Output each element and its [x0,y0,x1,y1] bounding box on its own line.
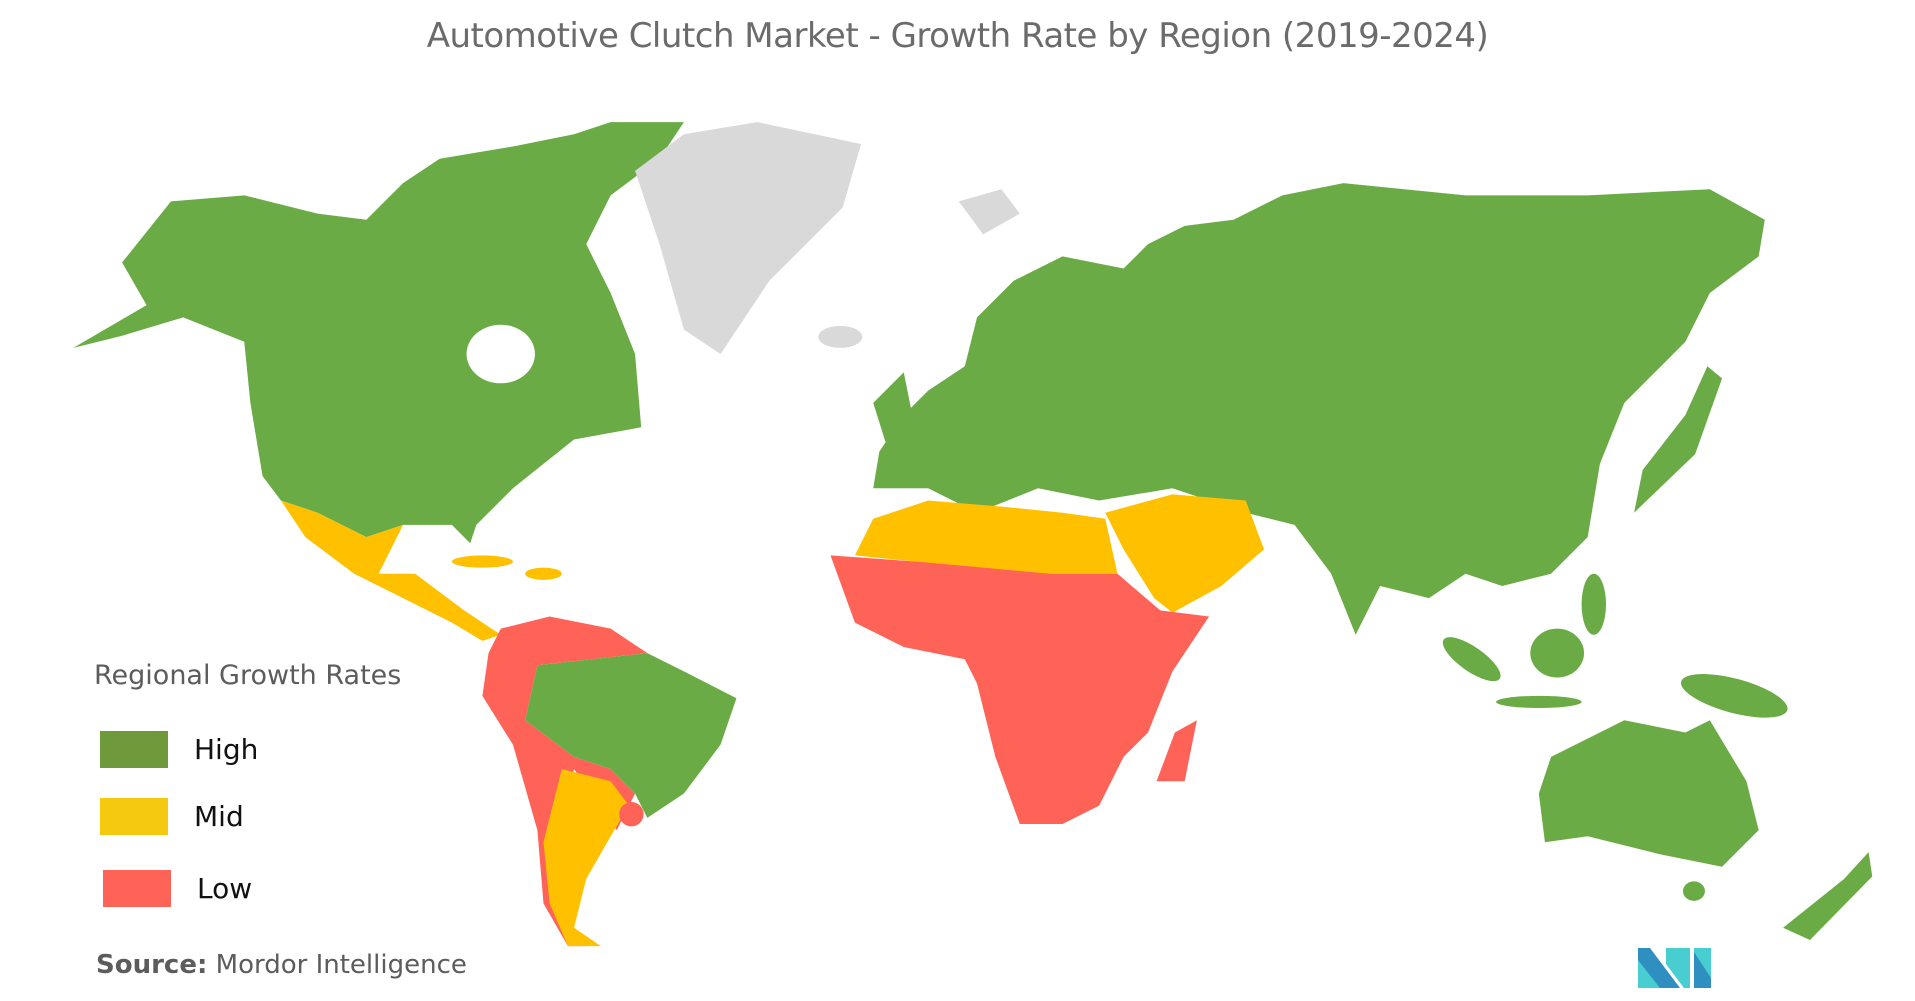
legend-swatch-low [103,870,171,907]
region-sumatra [1442,637,1501,682]
region-argentina [543,769,629,947]
region-brazil [525,653,737,818]
region-borneo [1530,628,1585,678]
region-new-guinea [1680,674,1788,718]
region-caribbean-cuba [451,555,513,568]
region-svalbard [958,189,1020,235]
region-new-zealand [1783,852,1873,940]
region-iceland [818,325,863,348]
legend-item-mid: Mid [100,798,244,835]
legend-label-mid: Mid [194,800,244,833]
region-philippines [1581,573,1607,635]
legend-item-high: High [100,731,258,768]
region-tasmania [1682,881,1705,901]
legend-item-low: Low [103,870,252,907]
region-uruguay [619,802,644,827]
legend-swatch-mid [100,798,168,835]
source-note: Source: Mordor Intelligence [96,950,467,980]
region-north-africa [854,500,1118,574]
chart-title: Automotive Clutch Market - Growth Rate b… [426,16,1489,56]
region-madagascar [1156,720,1197,782]
region-japan [1634,366,1723,513]
legend-label-low: Low [197,872,253,905]
region-greenland [635,122,862,355]
source-value: Mordor Intelligence [215,950,467,980]
source-label: Source: [96,950,208,980]
region-caribbean-hispaniola [525,567,562,580]
region-europe-asia [873,183,1765,635]
legend-swatch-high [100,731,168,768]
legend-title: Regional Growth Rates [94,660,402,691]
mordor-intelligence-logo [1638,948,1711,988]
hudson-bay [466,324,535,384]
region-uk [873,372,914,442]
legend-label-high: High [194,733,259,766]
region-australia [1538,720,1759,867]
region-middle-east [1105,494,1265,613]
region-java [1496,695,1582,709]
region-north-america [73,122,684,544]
region-mexico-central-america [280,500,501,641]
region-sub-saharan-africa [830,555,1210,824]
